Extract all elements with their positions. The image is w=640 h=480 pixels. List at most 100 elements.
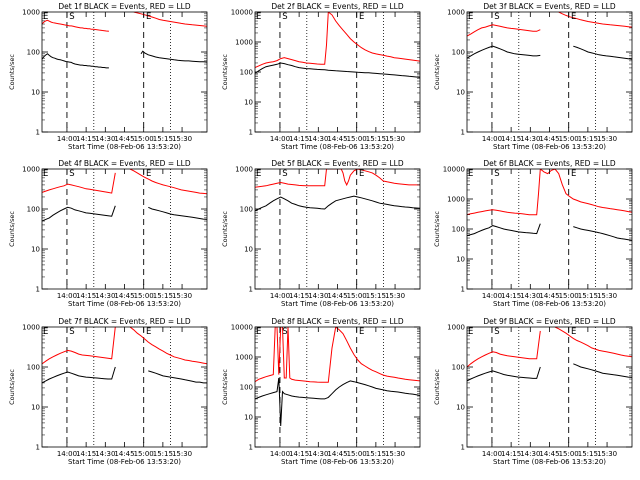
detector-panel-7: 1 10 100 1000 14:0014:1514:3014:4515:0015:15…	[8, 317, 208, 466]
events-series-line	[42, 366, 116, 384]
x-tick-label: 15:15	[366, 135, 386, 143]
x-tick-label: 14:00	[482, 292, 502, 300]
lld-series-line	[467, 24, 541, 37]
events-series-line	[148, 206, 207, 220]
x-tick-label: 15:15	[366, 450, 386, 458]
x-tick-label: 15:15	[366, 292, 386, 300]
event-marker-label: E	[359, 327, 364, 337]
x-tick-label: 14:45	[114, 292, 134, 300]
panel-title: Det 3f BLACK = Events, RED = LLD	[483, 2, 616, 11]
y-tick-label: 1000	[235, 354, 253, 362]
x-axis-label: Start Time (08-Feb-06 13:53:20)	[493, 300, 606, 308]
x-tick-label: 14:45	[327, 135, 347, 143]
y-tick-label: 1000	[235, 39, 253, 47]
lld-series-line	[255, 327, 420, 383]
x-tick-label: 15:00	[134, 135, 154, 143]
x-tick-label: 15:15	[153, 135, 173, 143]
x-tick-label: 14:45	[114, 135, 134, 143]
event-marker-label: E	[146, 12, 151, 22]
y-tick-label: 100	[27, 206, 40, 214]
series-group	[42, 327, 207, 384]
x-tick-label: 14:30	[308, 450, 328, 458]
y-axis-label: Counts/sec	[433, 369, 441, 405]
x-tick-label: 14:15	[501, 292, 521, 300]
series-group	[255, 12, 420, 78]
y-tick-label: 1	[249, 286, 253, 294]
y-tick-label: 100	[27, 364, 40, 372]
detector-panel-4: 1 10 100 1000 14:0014:1514:3014:4515:0015:15…	[8, 159, 208, 308]
y-tick-label: 1000	[22, 324, 40, 332]
y-tick-label: 1000	[235, 166, 253, 174]
x-axis-label: Start Time (08-Feb-06 13:53:20)	[493, 458, 606, 466]
y-axis-label: Counts/sec	[8, 211, 16, 247]
x-tick-label: 14:00	[57, 292, 77, 300]
x-tick-label: 14:30	[520, 135, 540, 143]
x-tick-label: 14:15	[501, 135, 521, 143]
y-tick-label: 10	[456, 256, 465, 264]
event-marker-label: E	[571, 169, 576, 179]
series-group	[467, 169, 632, 241]
y-axis-label: Counts/sec	[433, 211, 441, 247]
y-tick-label: 1	[36, 286, 40, 294]
detector-panel-9: 1 10 100 1000 14:0014:1514:3014:4515:0015:15…	[433, 317, 633, 466]
events-series-line	[255, 377, 420, 427]
x-tick-label: 15:00	[347, 135, 367, 143]
x-tick-label: 15:30	[385, 135, 405, 143]
detector-panel-3: 1 10 100 1000 14:0014:1514:3014:4515:0015:15…	[433, 2, 633, 151]
panel-title: Det 1f BLACK = Events, RED = LLD	[58, 2, 191, 11]
x-tick-label: 15:00	[559, 135, 579, 143]
x-tick-label: 14:30	[95, 292, 115, 300]
x-tick-label: 14:00	[270, 292, 290, 300]
panel-title: Det 2f BLACK = Events, RED = LLD	[271, 2, 404, 11]
event-marker-label: S	[282, 327, 287, 337]
series-group	[42, 12, 207, 69]
x-tick-label: 14:15	[289, 292, 309, 300]
y-axis-label: Counts/sec	[221, 369, 229, 405]
detector-panel-2: 1 10 100 1000 10000 14:0014:1514:3014:4515:00…	[221, 2, 421, 151]
lld-series-line	[42, 19, 109, 32]
event-marker-label: S	[69, 12, 74, 22]
y-tick-label: 100	[452, 364, 465, 372]
event-marker-label: S	[494, 12, 499, 22]
y-axis-label: Counts/sec	[433, 54, 441, 90]
detector-panel-1: 1 10 100 1000 14:0014:1514:3014:4515:0015:15…	[8, 2, 208, 151]
event-marker-label: E	[468, 327, 473, 337]
y-tick-label: 1000	[447, 324, 465, 332]
y-tick-label: 1000	[22, 9, 40, 17]
x-tick-label: 14:45	[327, 292, 347, 300]
y-tick-label: 1	[461, 129, 465, 137]
y-tick-label: 10000	[231, 324, 253, 332]
detector-panel-5: 1 10 100 1000 14:0014:1514:3014:4515:0015:15…	[221, 159, 421, 308]
x-tick-label: 14:00	[270, 450, 290, 458]
events-series-line	[467, 45, 541, 59]
x-axis-label: Start Time (08-Feb-06 13:53:20)	[493, 143, 606, 151]
event-marker-label: E	[571, 327, 576, 337]
x-tick-label: 15:15	[578, 135, 598, 143]
y-tick-label: 10	[244, 246, 253, 254]
x-axis-label: Start Time (08-Feb-06 13:53:20)	[281, 143, 394, 151]
event-marker-label: S	[69, 169, 74, 179]
x-tick-label: 15:00	[559, 292, 579, 300]
y-axis-label: Counts/sec	[8, 54, 16, 90]
events-series-line	[42, 205, 116, 222]
detector-panel-6: 1 10 100 1000 10000 14:0014:1514:3014:4515:00…	[433, 159, 633, 308]
x-tick-label: 14:45	[539, 135, 559, 143]
panel-title: Det 7f BLACK = Events, RED = LLD	[58, 317, 191, 326]
x-tick-label: 14:00	[482, 135, 502, 143]
x-tick-label: 14:30	[308, 292, 328, 300]
y-tick-label: 10	[31, 89, 40, 97]
x-axis-label: Start Time (08-Feb-06 13:53:20)	[68, 458, 181, 466]
x-tick-label: 15:15	[578, 292, 598, 300]
event-marker-label: E	[468, 169, 473, 179]
x-tick-label: 15:30	[597, 450, 617, 458]
lld-series-line	[133, 12, 207, 27]
x-axis-label: Start Time (08-Feb-06 13:53:20)	[281, 300, 394, 308]
series-group	[42, 169, 207, 222]
event-marker-label: E	[359, 169, 364, 179]
x-tick-label: 15:30	[385, 450, 405, 458]
y-tick-label: 1	[36, 444, 40, 452]
lld-series-line	[558, 12, 632, 28]
x-tick-label: 14:00	[270, 135, 290, 143]
y-tick-label: 100	[452, 49, 465, 57]
